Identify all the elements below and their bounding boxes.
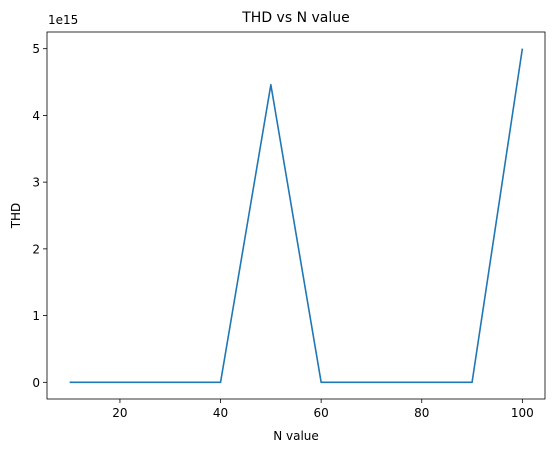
x-tick-label: 60 [314, 406, 329, 420]
chart-title: THD vs N value [241, 10, 350, 26]
y-axis-offset-label: 1e15 [48, 13, 78, 27]
y-tick-label: 1 [32, 309, 40, 323]
x-tick-label: 40 [213, 406, 228, 420]
axis-ticks: 20 40 60 80 100 0 1 2 3 4 5 [32, 42, 533, 420]
x-tick-label: 100 [511, 406, 534, 420]
plot-series [69, 48, 524, 384]
y-tick-label: 4 [32, 109, 40, 123]
series-line [69, 48, 524, 384]
y-tick-label: 2 [32, 242, 40, 256]
x-tick-label: 20 [112, 406, 127, 420]
x-tick-label: 80 [414, 406, 429, 420]
y-tick-label: 5 [32, 42, 40, 56]
y-tick-label: 0 [32, 376, 40, 390]
y-axis-label: THD [9, 203, 23, 230]
plot-frame [46, 31, 546, 400]
x-axis-label: N value [273, 429, 319, 443]
y-tick-label: 3 [32, 176, 40, 190]
